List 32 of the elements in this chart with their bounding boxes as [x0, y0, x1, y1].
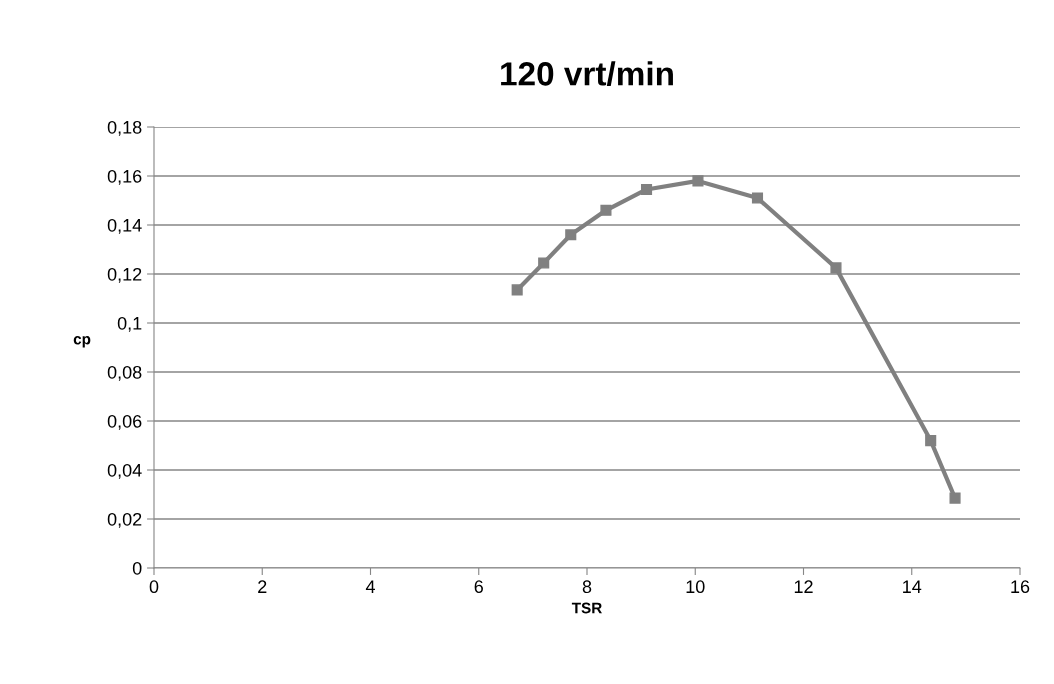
y-tick-label: 0,1 [117, 316, 142, 332]
point [600, 204, 612, 216]
point [565, 229, 577, 241]
point [511, 284, 523, 296]
x-tick-label: 2 [258, 580, 267, 593]
chart-title: 120 vrt/min [501, 61, 673, 86]
x-axis-title: TSR [571, 602, 602, 614]
x-tick-label: 4 [365, 580, 375, 593]
x-tick-label: 8 [582, 580, 592, 594]
point [925, 435, 937, 447]
point [640, 183, 653, 196]
x-tick-label: 6 [474, 580, 483, 594]
x-tick-label: 0 [149, 580, 159, 594]
x-tick-label: 12 [794, 580, 813, 593]
y-tick-label: 0,02 [107, 512, 142, 528]
y-tick-label: 0,16 [107, 169, 142, 185]
point [830, 262, 842, 274]
y-tick-label: 0,14 [107, 218, 142, 234]
y-tick-label: 0,12 [107, 267, 142, 283]
y-axis-title: cp [73, 336, 91, 348]
y-tick-label: 0 [132, 561, 142, 575]
x-tick-label: 16 [1011, 580, 1030, 594]
point [949, 492, 961, 504]
point [538, 257, 550, 269]
point [692, 175, 704, 187]
y-tick-label: 0,18 [107, 120, 142, 136]
y-tick-label: 0,04 [107, 463, 142, 479]
x-tick-label: 10 [686, 580, 705, 594]
point [751, 192, 764, 204]
x-tick-label: 14 [903, 580, 922, 593]
y-tick-label: 0,08 [107, 365, 142, 381]
y-tick-label: 0,06 [107, 414, 142, 430]
